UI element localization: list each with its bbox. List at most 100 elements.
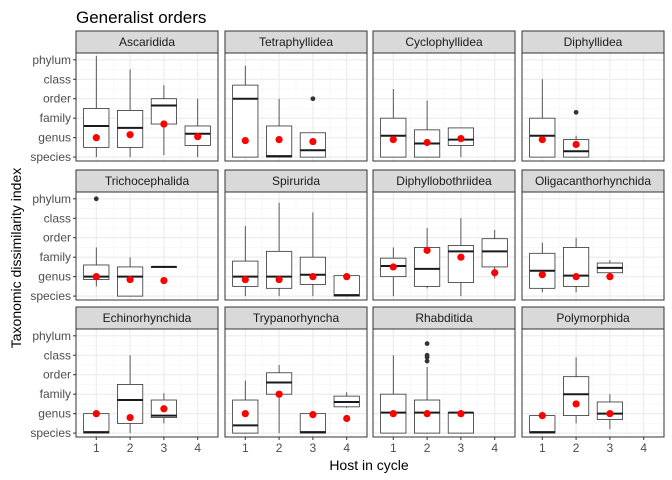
mean-point — [423, 246, 431, 254]
facet-panels: Ascaridida species genus family order class ph… — [30, 30, 665, 455]
box — [529, 242, 556, 293]
facet-label: Diphyllidea — [564, 35, 623, 49]
box — [150, 85, 177, 156]
panel-border — [521, 191, 665, 301]
mean-point — [389, 410, 397, 418]
box — [529, 411, 556, 434]
y-tick-label: family — [40, 250, 71, 264]
mean-point — [423, 410, 431, 418]
box — [333, 392, 360, 423]
y-tick-label: class — [44, 348, 71, 362]
box-iqr — [299, 256, 326, 285]
mean-point — [241, 136, 249, 145]
box-iqr — [563, 247, 590, 287]
box — [184, 98, 211, 158]
panel-border — [372, 191, 516, 301]
facet-panel: Spirurida — [224, 169, 368, 301]
facet-panel: Echinorhynchida species genus family order cl… — [30, 306, 219, 455]
box — [563, 109, 590, 158]
box-iqr — [83, 108, 110, 148]
y-tick-label: species — [30, 289, 71, 303]
panel-border — [75, 328, 219, 438]
panel-border — [224, 191, 368, 301]
y-tick-label: class — [44, 72, 71, 86]
facet-panel: Ascaridida species genus family order class ph… — [30, 30, 219, 164]
box — [83, 410, 110, 434]
outlier-point — [93, 196, 99, 202]
box — [150, 393, 177, 424]
facet-panel: Trypanorhyncha 1 2 3 4 — [224, 306, 368, 455]
mean-point — [275, 390, 283, 398]
box — [563, 357, 590, 424]
box — [83, 55, 110, 158]
y-tick-label: family — [40, 111, 71, 125]
box — [83, 196, 110, 287]
mean-point — [538, 135, 546, 144]
y-tick-label: species — [30, 150, 71, 164]
mean-point — [457, 135, 465, 143]
mean-point — [606, 410, 614, 418]
facet-label: Echinorhynchida — [103, 311, 192, 325]
mean-point — [160, 405, 168, 413]
x-tick-label: 4 — [491, 441, 498, 455]
box — [117, 355, 144, 434]
x-tick-label: 3 — [161, 441, 168, 455]
box — [266, 202, 293, 297]
box — [447, 127, 474, 158]
facet-panel: Diphyllidea — [521, 30, 665, 162]
facet-label: Diphyllobothriidea — [396, 174, 492, 188]
box — [232, 65, 259, 158]
box — [150, 265, 177, 285]
box — [266, 365, 293, 434]
mean-point — [457, 253, 465, 261]
facet-panel: Oligacanthorhynchida — [521, 169, 665, 301]
mean-point — [92, 134, 100, 142]
mean-point — [309, 411, 317, 419]
x-tick-label: 4 — [343, 441, 350, 455]
box — [380, 355, 407, 434]
box — [414, 341, 441, 434]
box — [299, 411, 326, 434]
panel-border — [372, 52, 516, 162]
mean-point — [457, 410, 465, 418]
facet-label: Trichocephalida — [105, 174, 190, 188]
y-tick-label: phylum — [32, 192, 71, 206]
box — [529, 79, 556, 158]
facet-panel: Trichocephalida species genus family order cl… — [30, 169, 219, 303]
facet-label: Oligacanthorhynchida — [535, 174, 651, 188]
y-tick-label: order — [43, 231, 71, 245]
x-tick-label: 1 — [242, 441, 249, 455]
box — [380, 89, 407, 158]
y-tick-label: genus — [38, 131, 71, 145]
y-tick-label: family — [40, 387, 71, 401]
mean-point — [538, 271, 546, 279]
mean-point — [343, 273, 351, 281]
mean-point — [92, 410, 100, 418]
mean-point — [275, 135, 283, 144]
facet-label: Tetraphyllidea — [259, 35, 333, 49]
y-tick-label: order — [43, 368, 71, 382]
mean-point — [194, 133, 202, 141]
x-tick-label: 3 — [607, 441, 614, 455]
mean-point — [275, 275, 283, 284]
x-tick-label: 4 — [194, 441, 201, 455]
mean-point — [126, 275, 134, 284]
y-tick-label: order — [43, 92, 71, 106]
box — [117, 69, 144, 158]
y-axis-title: Taxonomic dissimilarity index — [8, 168, 24, 349]
x-tick-label: 1 — [93, 441, 100, 455]
box — [596, 394, 623, 430]
y-tick-label: phylum — [32, 329, 71, 343]
mean-point — [538, 411, 546, 420]
mean-point — [389, 263, 397, 271]
facet-panel: Tetraphyllidea — [224, 30, 368, 162]
facet-label: Rhabditida — [415, 311, 473, 325]
mean-point — [160, 276, 168, 285]
mean-point — [491, 269, 499, 277]
box-iqr — [481, 238, 508, 268]
mean-point — [572, 140, 580, 149]
box — [299, 96, 326, 158]
x-axis-title: Host in cycle — [329, 457, 409, 473]
mean-point — [126, 131, 134, 139]
